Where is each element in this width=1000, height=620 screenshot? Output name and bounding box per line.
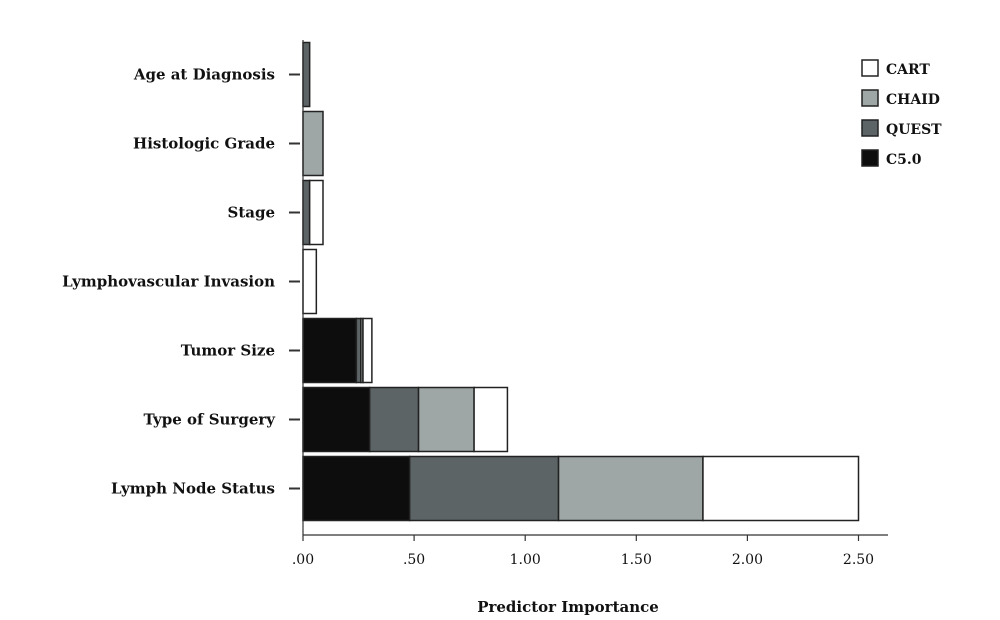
legend: CART CHAID QUEST C5.0 bbox=[861, 59, 942, 168]
legend-label-cart: CART bbox=[886, 62, 930, 78]
y-axis: Age at Diagnosis Histologic Grade Stage Lym… bbox=[62, 40, 304, 535]
y-tick-label: Lymphovascular Invasion bbox=[62, 273, 275, 291]
bar-c5-0-lymph-node-status bbox=[302, 455, 411, 522]
x-tick-label: 1.50 bbox=[621, 552, 652, 568]
x-tick-label: 1.00 bbox=[510, 552, 541, 568]
x-tick-label: 2.50 bbox=[843, 552, 874, 568]
x-axis-title: Predictor Importance bbox=[477, 598, 659, 616]
y-tick-label: Type of Surgery bbox=[144, 411, 277, 429]
legend-swatch-quest bbox=[861, 119, 879, 137]
legend-label-chaid: CHAID bbox=[886, 92, 940, 108]
bar-c5-0-type-of-surgery bbox=[302, 386, 371, 453]
bar-cart-tumor-size bbox=[362, 317, 373, 384]
legend-swatch-chaid bbox=[861, 89, 879, 107]
y-tick-label: Age at Diagnosis bbox=[133, 66, 275, 84]
legend-label-quest: QUEST bbox=[886, 122, 942, 138]
bar-quest-age-at-diagnosis bbox=[302, 41, 311, 108]
x-tick-label: 2.00 bbox=[732, 552, 763, 568]
bar-chaid-lymph-node-status bbox=[557, 455, 704, 522]
legend-label-c5-0: C5.0 bbox=[886, 152, 922, 168]
bar-chaid-histologic-grade bbox=[302, 110, 324, 177]
bar-c5-0-tumor-size bbox=[302, 317, 358, 384]
x-tick-label: .00 bbox=[292, 552, 314, 568]
bars-layer bbox=[302, 41, 860, 522]
legend-swatch-cart bbox=[861, 59, 879, 77]
bar-quest-stage bbox=[302, 179, 311, 246]
bar-cart-lymph-node-status bbox=[702, 455, 860, 522]
y-tick-label: Stage bbox=[227, 204, 275, 222]
y-tick-label: Tumor Size bbox=[181, 342, 275, 360]
x-axis: .00 .50 1.00 1.50 2.00 2.50 bbox=[292, 534, 888, 568]
bar-chaid-type-of-surgery bbox=[417, 386, 475, 453]
legend-swatch-c5-0 bbox=[861, 149, 879, 167]
bar-quest-lymph-node-status bbox=[408, 455, 560, 522]
bar-cart-lymphovascular-invasion bbox=[302, 248, 318, 315]
y-tick-label: Lymph Node Status bbox=[111, 480, 275, 498]
x-tick-label: .50 bbox=[403, 552, 425, 568]
bar-quest-type-of-surgery bbox=[368, 386, 420, 453]
bar-cart-stage bbox=[308, 179, 324, 246]
y-tick-label: Histologic Grade bbox=[133, 135, 275, 153]
bar-cart-type-of-surgery bbox=[473, 386, 509, 453]
